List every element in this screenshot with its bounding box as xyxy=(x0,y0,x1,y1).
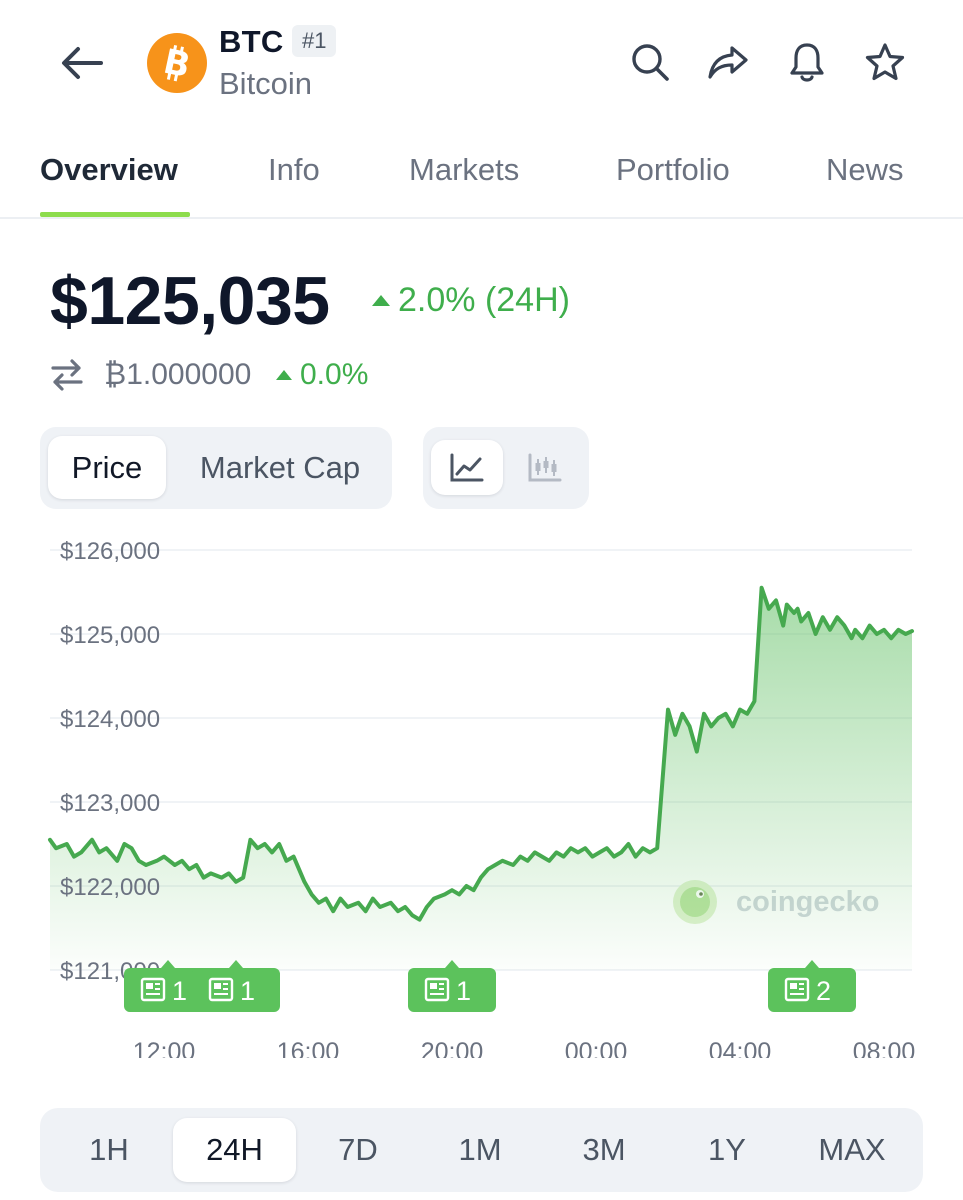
price-change-value: 2.0% (24H) xyxy=(398,281,570,319)
price-chart[interactable]: coingecko $126,000$125,000$124,000$123,0… xyxy=(40,528,925,1058)
price-change-24h: 2.0% (24H) xyxy=(372,281,570,320)
range-1h-button[interactable]: 1H xyxy=(89,1132,129,1167)
price-line xyxy=(48,585,914,922)
x-tick-label: 00:00 xyxy=(565,1038,628,1058)
newspaper-icon xyxy=(140,977,166,1002)
range-1m-button[interactable]: 1M xyxy=(458,1132,502,1167)
metric-toggle: Price Market Cap xyxy=(40,427,392,509)
news-marker[interactable]: 1 xyxy=(408,960,496,1012)
news-marker[interactable]: 1 xyxy=(124,960,212,1012)
tab-overview[interactable]: Overview xyxy=(40,152,178,187)
y-tick-label: $126,000 xyxy=(60,538,160,565)
line-chart-button[interactable] xyxy=(431,440,503,495)
tab-info[interactable]: Info xyxy=(268,152,320,187)
price-toggle-button[interactable]: Price xyxy=(48,436,166,499)
rank-badge: #1 xyxy=(292,25,337,57)
tab-news[interactable]: News xyxy=(826,152,904,187)
caret-up-icon xyxy=(372,295,390,306)
tab-markets[interactable]: Markets xyxy=(409,152,520,187)
tab-portfolio[interactable]: Portfolio xyxy=(616,152,730,187)
favorite-button[interactable] xyxy=(859,38,911,86)
range-max-button[interactable]: MAX xyxy=(818,1132,886,1167)
line-chart-icon xyxy=(450,453,484,481)
btc-change-value: 0.0% xyxy=(300,358,369,391)
y-tick-label: $123,000 xyxy=(60,790,160,817)
y-tick-label: $122,000 xyxy=(60,874,160,901)
btc-price-change: 0.0% xyxy=(276,358,368,392)
coin-name: Bitcoin xyxy=(219,66,313,101)
candlestick-chart-icon xyxy=(528,453,562,481)
back-arrow-icon xyxy=(62,47,103,79)
news-count: 1 xyxy=(240,976,255,1006)
candlestick-chart-button[interactable] xyxy=(509,440,581,495)
newspaper-icon xyxy=(784,977,810,1002)
time-range-selector: 1H 24H 7D 1M 3M 1Y MAX xyxy=(40,1108,923,1192)
news-count: 1 xyxy=(172,976,187,1006)
x-tick-label: 12:00 xyxy=(133,1038,196,1058)
search-button[interactable] xyxy=(624,38,676,86)
market-cap-toggle-button[interactable]: Market Cap xyxy=(199,449,361,485)
btc-price: ₿1.000000 xyxy=(104,358,252,391)
x-tick-label: 04:00 xyxy=(709,1038,772,1058)
news-marker[interactable]: 2 xyxy=(768,960,856,1012)
range-24h-button[interactable]: 24H xyxy=(173,1118,296,1182)
range-3m-button[interactable]: 3M xyxy=(582,1132,626,1167)
coin-symbol: BTC xyxy=(219,24,284,59)
news-count: 1 xyxy=(456,976,471,1006)
range-1y-button[interactable]: 1Y xyxy=(708,1132,746,1167)
star-icon xyxy=(865,43,905,81)
y-tick-label: $125,000 xyxy=(60,622,160,649)
share-icon xyxy=(708,46,748,79)
bitcoin-logo: B xyxy=(147,33,207,93)
x-tick-label: 08:00 xyxy=(853,1038,916,1058)
swap-arrows-icon xyxy=(51,359,83,391)
price-area-fill xyxy=(50,587,912,970)
chart-type-toggle xyxy=(423,427,589,509)
x-tick-label: 20:00 xyxy=(421,1038,484,1058)
current-price: $125,035 xyxy=(50,263,330,339)
alert-button[interactable] xyxy=(781,38,833,86)
convert-button[interactable] xyxy=(48,356,86,394)
back-button[interactable] xyxy=(52,38,112,88)
caret-up-icon xyxy=(276,370,292,380)
news-marker[interactable]: 1 xyxy=(192,960,280,1012)
share-button[interactable] xyxy=(702,38,754,86)
active-tab-indicator xyxy=(40,212,190,217)
search-icon xyxy=(632,44,669,81)
bitcoin-icon: B xyxy=(160,43,194,83)
range-7d-button[interactable]: 7D xyxy=(338,1132,378,1167)
tabs-divider xyxy=(0,217,963,219)
bell-icon xyxy=(790,43,824,82)
newspaper-icon xyxy=(208,977,234,1002)
newspaper-icon xyxy=(424,977,450,1002)
x-tick-label: 16:00 xyxy=(277,1038,340,1058)
y-tick-label: $124,000 xyxy=(60,706,160,733)
news-count: 2 xyxy=(816,976,831,1006)
